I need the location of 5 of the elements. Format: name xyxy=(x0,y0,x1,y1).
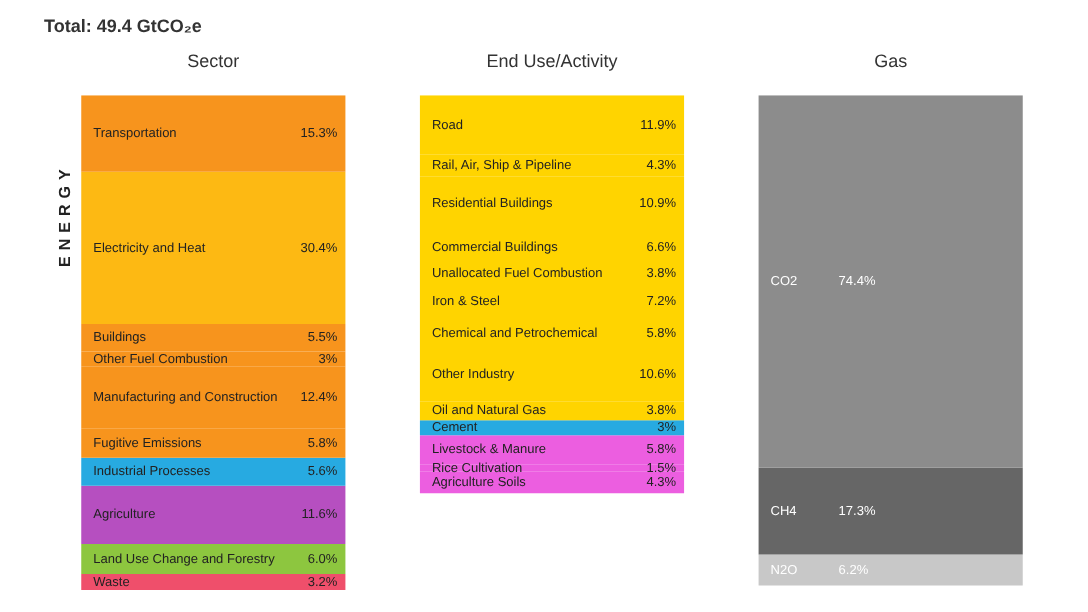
category-label: Gas xyxy=(874,51,909,72)
text: Total: 49.4 GtCO₂e xyxy=(44,15,202,36)
category-label: End Use/Activity xyxy=(486,51,619,72)
category-label: Sector xyxy=(187,51,240,72)
text: ENERGY xyxy=(55,163,74,267)
